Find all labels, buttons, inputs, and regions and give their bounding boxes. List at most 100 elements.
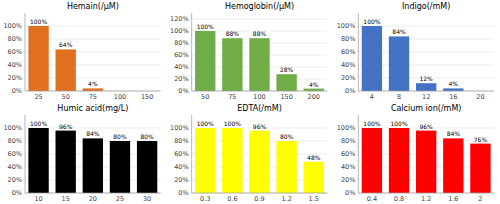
- x-tick-label: 20: [89, 195, 97, 203]
- y-tick-label: 60%: [174, 150, 188, 158]
- x-tick-label: 16: [449, 93, 457, 101]
- bars: [28, 128, 157, 193]
- grid-line: [25, 193, 161, 194]
- x-tick-label: 0.3: [200, 195, 210, 203]
- y-axis-line: [191, 13, 192, 91]
- panel: 0%20%40%60%80%100%100%96%84%80%80%101520…: [3, 104, 160, 203]
- bar: [304, 89, 324, 91]
- x-tick-label: 1.5: [309, 195, 319, 203]
- chart-title: Hemain(/μM): [67, 2, 119, 11]
- data-label: 100%: [197, 23, 214, 30]
- bar: [195, 31, 215, 91]
- bars: [28, 26, 103, 91]
- y-tick-label: 100%: [337, 124, 356, 132]
- x-tick-label: 75: [89, 93, 97, 101]
- data-label: 80%: [280, 133, 294, 140]
- chart-title: Indigo(/mM): [402, 2, 450, 11]
- data-label: 96%: [419, 123, 433, 130]
- y-tick-label: 0%: [12, 87, 22, 95]
- bar: [28, 26, 48, 91]
- y-tick-label: 20%: [8, 176, 22, 184]
- x-tick-label: 1.2: [281, 195, 291, 203]
- bar: [56, 49, 76, 91]
- x-tick-label: 4: [370, 93, 374, 101]
- x-axis-line: [192, 91, 328, 92]
- x-tick-label: 100: [253, 93, 265, 101]
- x-tick-label: 50: [62, 93, 70, 101]
- bar: [222, 128, 242, 193]
- data-label: 100%: [30, 18, 47, 25]
- x-axis-line: [358, 91, 494, 92]
- grid-line: [358, 193, 494, 194]
- x-tick-label: 20: [476, 93, 484, 101]
- y-tick-label: 20%: [8, 74, 22, 82]
- grid-line: [192, 19, 328, 20]
- data-label: 96%: [59, 123, 73, 130]
- data-label: 100%: [363, 18, 380, 25]
- x-tick-label: 25: [116, 195, 124, 203]
- y-tick-label: 80%: [174, 39, 188, 47]
- bars: [195, 31, 324, 91]
- x-tick-label: 75: [228, 93, 236, 101]
- chart-title: Humic acid(mg/L): [57, 104, 128, 113]
- y-tick-label: 100%: [3, 22, 22, 30]
- y-tick-label: 60%: [8, 48, 22, 56]
- bar: [276, 141, 296, 193]
- data-label: 100%: [390, 120, 407, 127]
- x-tick-label: 0.6: [227, 195, 237, 203]
- y-tick-label: 40%: [8, 163, 22, 171]
- y-tick-label: 100%: [337, 22, 356, 30]
- data-label: 96%: [253, 123, 267, 130]
- data-label: 76%: [474, 136, 488, 143]
- data-label: 28%: [280, 66, 294, 73]
- chart-figure: 0%20%40%60%80%100%100%64%4%255075100150H…: [0, 0, 500, 204]
- data-label: 4%: [309, 81, 319, 88]
- x-axis-line: [192, 193, 328, 194]
- bar: [362, 26, 382, 91]
- y-tick-label: 100%: [170, 27, 189, 35]
- y-tick-label: 0%: [345, 87, 355, 95]
- data-label: 80%: [140, 133, 154, 140]
- y-tick-label: 0%: [12, 189, 22, 197]
- y-tick-label: 80%: [341, 137, 355, 145]
- x-tick-label: 2: [478, 195, 482, 203]
- data-label: 84%: [392, 28, 406, 35]
- y-tick-label: 80%: [8, 137, 22, 145]
- bars: [362, 128, 491, 193]
- y-tick-label: 0%: [178, 87, 188, 95]
- y-tick-label: 60%: [174, 51, 188, 59]
- bar: [56, 131, 76, 193]
- bars: [195, 128, 324, 193]
- y-tick-label: 20%: [174, 176, 188, 184]
- x-tick-label: 15: [62, 195, 70, 203]
- y-axis-line: [25, 13, 26, 91]
- panel: 0%20%40%60%80%100%100%84%12%4%48121620In…: [337, 2, 494, 101]
- panel: 0%20%40%60%80%100%120%100%88%88%28%4%507…: [170, 2, 327, 101]
- panel: 0%20%40%60%80%100%100%100%96%80%48%0.30.…: [170, 104, 327, 203]
- bar: [470, 144, 490, 193]
- panel: 0%20%40%60%80%100%100%100%96%84%76%0.40.…: [337, 104, 494, 203]
- data-label: 100%: [30, 120, 47, 127]
- data-label: 84%: [447, 130, 461, 137]
- y-tick-label: 40%: [341, 61, 355, 69]
- bar: [28, 128, 48, 193]
- y-tick-label: 120%: [170, 15, 189, 23]
- bar: [110, 141, 130, 193]
- bar: [83, 138, 103, 193]
- y-tick-label: 20%: [341, 74, 355, 82]
- data-label: 84%: [86, 130, 100, 137]
- y-tick-label: 80%: [341, 35, 355, 43]
- x-tick-label: 10: [34, 195, 42, 203]
- y-tick-label: 0%: [345, 189, 355, 197]
- x-tick-label: 1.2: [421, 195, 431, 203]
- x-tick-label: 0.8: [394, 195, 404, 203]
- data-label: 64%: [59, 41, 73, 48]
- bar: [249, 131, 269, 193]
- x-tick-label: 0.9: [254, 195, 264, 203]
- data-label: 4%: [449, 80, 459, 87]
- data-label: 88%: [226, 30, 240, 37]
- y-tick-label: 20%: [341, 176, 355, 184]
- y-tick-label: 100%: [3, 124, 22, 132]
- grid-line: [192, 193, 328, 194]
- bar: [389, 36, 409, 91]
